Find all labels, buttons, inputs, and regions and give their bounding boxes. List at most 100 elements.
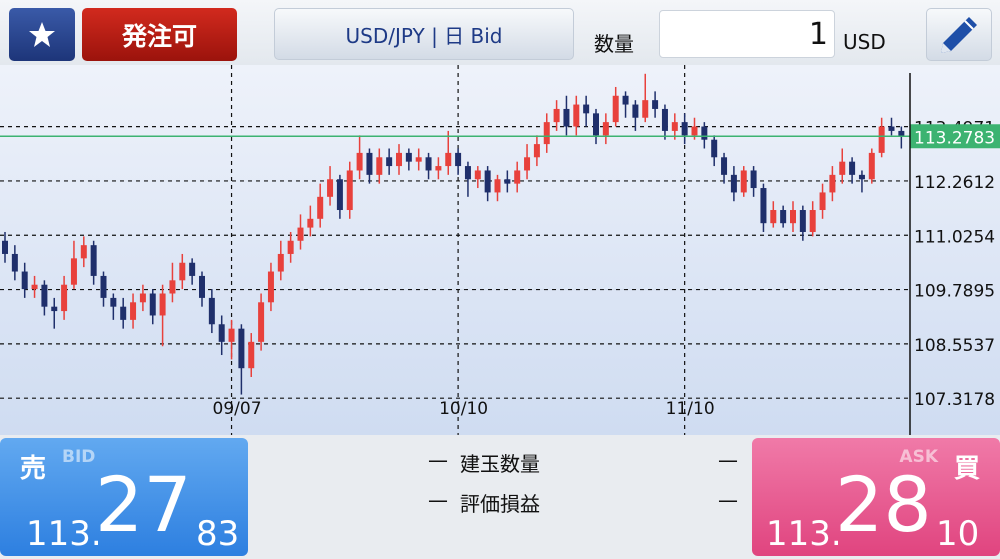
y-tick-label: 108.5537 xyxy=(914,336,995,356)
quantity-label: 数量 xyxy=(594,32,634,56)
bid-price-fraction: 83 xyxy=(196,514,240,554)
candle-body xyxy=(622,95,629,105)
candlestick-chart: 107.3178 108.5537 109.7895 111.0254 112.2612… xyxy=(0,65,1000,435)
ask-side: 買 xyxy=(953,454,980,484)
summary-label: 建玉数量 xyxy=(460,452,540,476)
candle-body xyxy=(425,157,432,171)
candle-body xyxy=(218,324,225,342)
candle-body xyxy=(681,122,688,136)
candle-body xyxy=(464,166,471,180)
candle-body xyxy=(455,152,462,167)
candle-body xyxy=(730,174,737,193)
candle-body xyxy=(287,240,294,254)
order-button[interactable]: 発注可 xyxy=(82,8,237,61)
candle-body xyxy=(878,126,885,153)
candle-body xyxy=(405,152,412,162)
candle-body xyxy=(445,152,452,167)
candle-body xyxy=(504,179,511,184)
quantity-input[interactable]: 1 xyxy=(659,10,835,58)
bid-side: 売 xyxy=(20,454,47,484)
candle-body xyxy=(267,271,274,303)
symbol-selector[interactable]: USD/JPY | 日 Bid xyxy=(274,8,574,60)
candle-body xyxy=(11,253,18,272)
candle-body xyxy=(70,258,77,285)
candle-body xyxy=(61,284,68,312)
candle-body xyxy=(533,144,540,158)
candle-body xyxy=(760,188,767,224)
draw-button[interactable] xyxy=(926,8,992,61)
summary-value: — xyxy=(718,448,738,472)
candle-body xyxy=(543,122,550,145)
candle-body xyxy=(632,104,639,118)
y-tick-label: 111.0254 xyxy=(914,227,995,247)
bid-price-pips: 27 xyxy=(95,460,192,549)
x-tick-label: 09/07 xyxy=(213,399,262,419)
candle-body xyxy=(396,152,402,167)
candle-body xyxy=(563,108,570,127)
candle-body xyxy=(494,179,501,193)
ask-price-head: 113. xyxy=(766,514,842,554)
candle-body xyxy=(790,210,796,224)
candle-body xyxy=(593,113,599,136)
candle-body xyxy=(80,245,87,259)
candle-body xyxy=(31,284,38,290)
candle-body xyxy=(701,126,708,140)
toolbar: 発注可 USD/JPY | 日 Bid 数量 1 USD xyxy=(0,0,1000,65)
candle-body xyxy=(336,179,343,211)
candle-body xyxy=(602,122,609,136)
candle-body xyxy=(189,262,196,276)
candle-body xyxy=(435,166,442,171)
candle-body xyxy=(179,262,186,281)
summary-value: — xyxy=(718,488,738,512)
summary-label: 評価損益 xyxy=(460,492,540,516)
candle-body xyxy=(770,210,777,224)
bid-panel[interactable]: 売 BID 113. 27 83 xyxy=(0,438,248,556)
y-tick-label: 109.7895 xyxy=(914,282,995,302)
candle-body xyxy=(721,157,728,175)
candle-body xyxy=(258,302,265,342)
candle-body xyxy=(661,108,668,131)
candle-body xyxy=(612,95,619,123)
candle-body xyxy=(514,170,521,184)
candle-body xyxy=(376,157,383,175)
candle-body xyxy=(41,284,48,307)
summary-prefix: — xyxy=(428,448,448,472)
candle-body xyxy=(415,157,422,162)
candle-body xyxy=(228,328,235,342)
candle-body xyxy=(642,100,649,118)
candle-body xyxy=(169,280,176,294)
candle-body xyxy=(839,161,846,175)
price-label: 113.2783 xyxy=(914,128,995,148)
candle-body xyxy=(691,126,698,136)
candle-body xyxy=(711,139,718,158)
x-tick-label: 10/10 xyxy=(439,399,488,419)
candle-body xyxy=(51,306,58,312)
candle-body xyxy=(208,297,215,325)
candle-body xyxy=(159,293,166,316)
candle-body xyxy=(120,306,127,320)
ask-price-pips: 28 xyxy=(835,460,932,549)
candle-body xyxy=(2,240,8,254)
y-tick-label: 112.2612 xyxy=(914,173,995,193)
candle-body xyxy=(671,122,678,131)
candle-body xyxy=(110,297,117,307)
candle-body xyxy=(583,104,590,114)
currency-label: USD xyxy=(843,30,886,54)
candle-body xyxy=(21,271,28,290)
candle-body xyxy=(386,157,393,167)
star-icon xyxy=(29,21,55,47)
ask-panel[interactable]: 買 ASK 113. 28 10 xyxy=(752,438,1000,556)
candle-body xyxy=(868,152,875,180)
candle-body xyxy=(366,152,373,175)
ask-price-fraction: 10 xyxy=(936,514,980,554)
candle-body xyxy=(780,210,787,224)
candle-body xyxy=(740,170,747,193)
candle-body xyxy=(858,174,865,180)
favorite-button[interactable] xyxy=(9,8,75,61)
bid-price-head: 113. xyxy=(26,514,102,554)
candle-body xyxy=(277,253,284,272)
candle-body xyxy=(130,302,137,320)
candle-body xyxy=(346,170,353,211)
